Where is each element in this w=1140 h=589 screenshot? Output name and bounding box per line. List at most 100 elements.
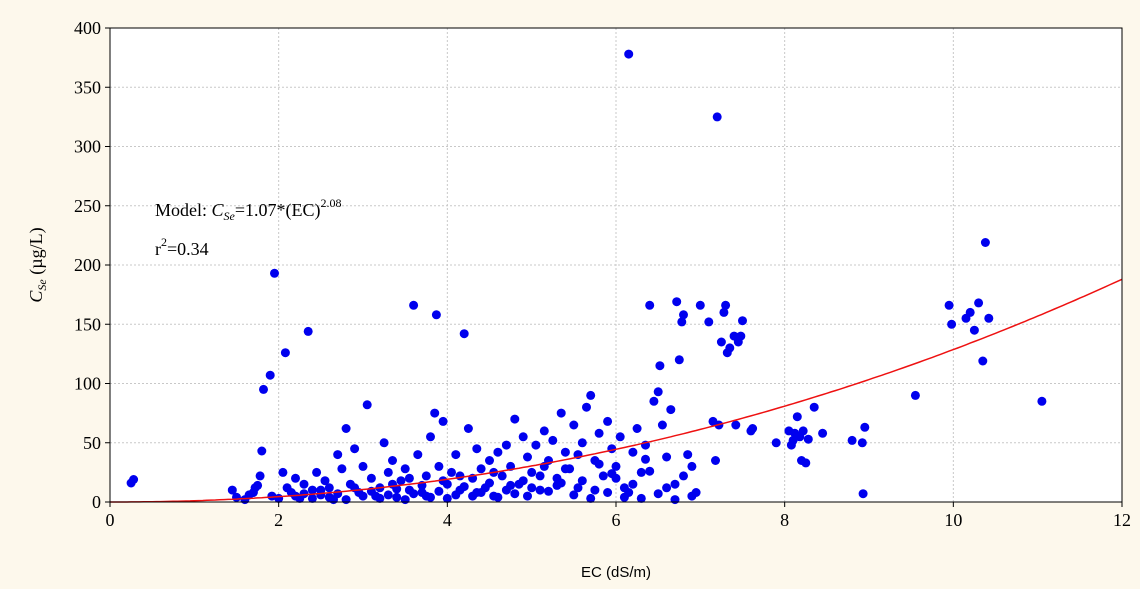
data-point (687, 461, 697, 471)
data-point (677, 317, 687, 327)
data-point (556, 408, 566, 418)
data-point (227, 485, 237, 495)
data-point (392, 492, 402, 502)
data-point (535, 471, 545, 481)
data-point (736, 331, 746, 341)
data-point (624, 49, 634, 59)
x-tick-label: 0 (106, 510, 115, 530)
data-point (396, 476, 406, 486)
x-tick-label: 12 (1113, 510, 1131, 530)
data-point (379, 438, 389, 448)
data-point (674, 355, 684, 365)
data-point (421, 491, 431, 501)
data-point (679, 471, 688, 481)
data-point (434, 461, 444, 471)
data-point (531, 440, 541, 450)
model-exponent: 2.08 (320, 196, 341, 210)
data-point (607, 444, 617, 454)
r-label: r (155, 239, 161, 259)
data-point (603, 416, 613, 426)
data-point (582, 402, 591, 412)
data-point (666, 405, 676, 415)
y-tick-label: 400 (74, 18, 101, 38)
data-point (984, 313, 994, 323)
data-point (607, 469, 617, 479)
data-point (860, 422, 870, 432)
data-point (603, 488, 613, 497)
model-prefix: Model: (155, 200, 212, 220)
data-point (611, 461, 621, 471)
data-point (451, 450, 461, 460)
y-tick-label: 200 (74, 255, 101, 275)
data-point (316, 485, 326, 495)
data-point (645, 466, 655, 476)
grid-lines (110, 28, 1122, 502)
data-point (438, 416, 448, 426)
data-point (731, 420, 741, 430)
data-point (560, 464, 570, 474)
data-point (497, 471, 507, 481)
data-point (472, 444, 482, 454)
data-point (280, 348, 290, 358)
data-point (645, 300, 655, 310)
data-point (434, 486, 444, 496)
data-point (426, 432, 435, 442)
data-point (657, 420, 667, 430)
data-point (556, 478, 566, 488)
data-point (459, 482, 469, 492)
data-point (560, 447, 570, 457)
data-point (358, 491, 368, 501)
data-point (510, 489, 520, 499)
data-point (337, 464, 347, 474)
x-tick-label: 4 (443, 510, 452, 530)
data-point (636, 467, 646, 477)
data-point (978, 356, 988, 366)
data-point (798, 426, 808, 436)
data-point (748, 424, 758, 433)
data-point (430, 408, 440, 418)
data-point (518, 476, 528, 486)
y-tick-label: 0 (92, 492, 101, 512)
data-point (413, 450, 423, 460)
data-point (307, 485, 317, 495)
data-point (447, 467, 456, 477)
model-annotation: Model: CSe=1.07*(EC)2.08 (155, 196, 341, 223)
data-point (632, 424, 642, 433)
data-point (409, 489, 419, 499)
data-point (615, 432, 625, 442)
data-point (641, 454, 650, 464)
y-axis-label-unit: (µg/L) (26, 227, 47, 279)
data-point (655, 361, 665, 371)
data-point (257, 446, 267, 456)
data-point (307, 493, 317, 503)
data-point (1037, 396, 1047, 406)
data-point (719, 307, 729, 317)
data-point (670, 495, 680, 505)
model-fit-line (110, 278, 1123, 503)
data-point (299, 479, 309, 489)
data-point (573, 483, 583, 493)
data-point (672, 297, 682, 307)
y-axis-label-var: C (26, 290, 46, 303)
data-point (965, 307, 975, 317)
data-point (518, 432, 528, 442)
data-point (267, 491, 277, 501)
r-squared-annotation: r2=0.34 (155, 235, 209, 259)
data-point (569, 490, 579, 500)
data-point (510, 414, 520, 424)
data-point (974, 298, 984, 308)
data-point (438, 476, 448, 486)
data-point (333, 450, 343, 460)
data-point (670, 479, 680, 489)
data-point (801, 458, 811, 468)
data-point (809, 402, 819, 412)
data-point (362, 400, 372, 410)
data-point (358, 461, 368, 471)
data-point (388, 456, 397, 465)
y-tick-label: 150 (74, 314, 101, 334)
data-point (375, 493, 385, 503)
data-point (265, 370, 275, 380)
data-point (431, 310, 441, 320)
data-point (278, 467, 288, 477)
data-point (771, 438, 781, 448)
